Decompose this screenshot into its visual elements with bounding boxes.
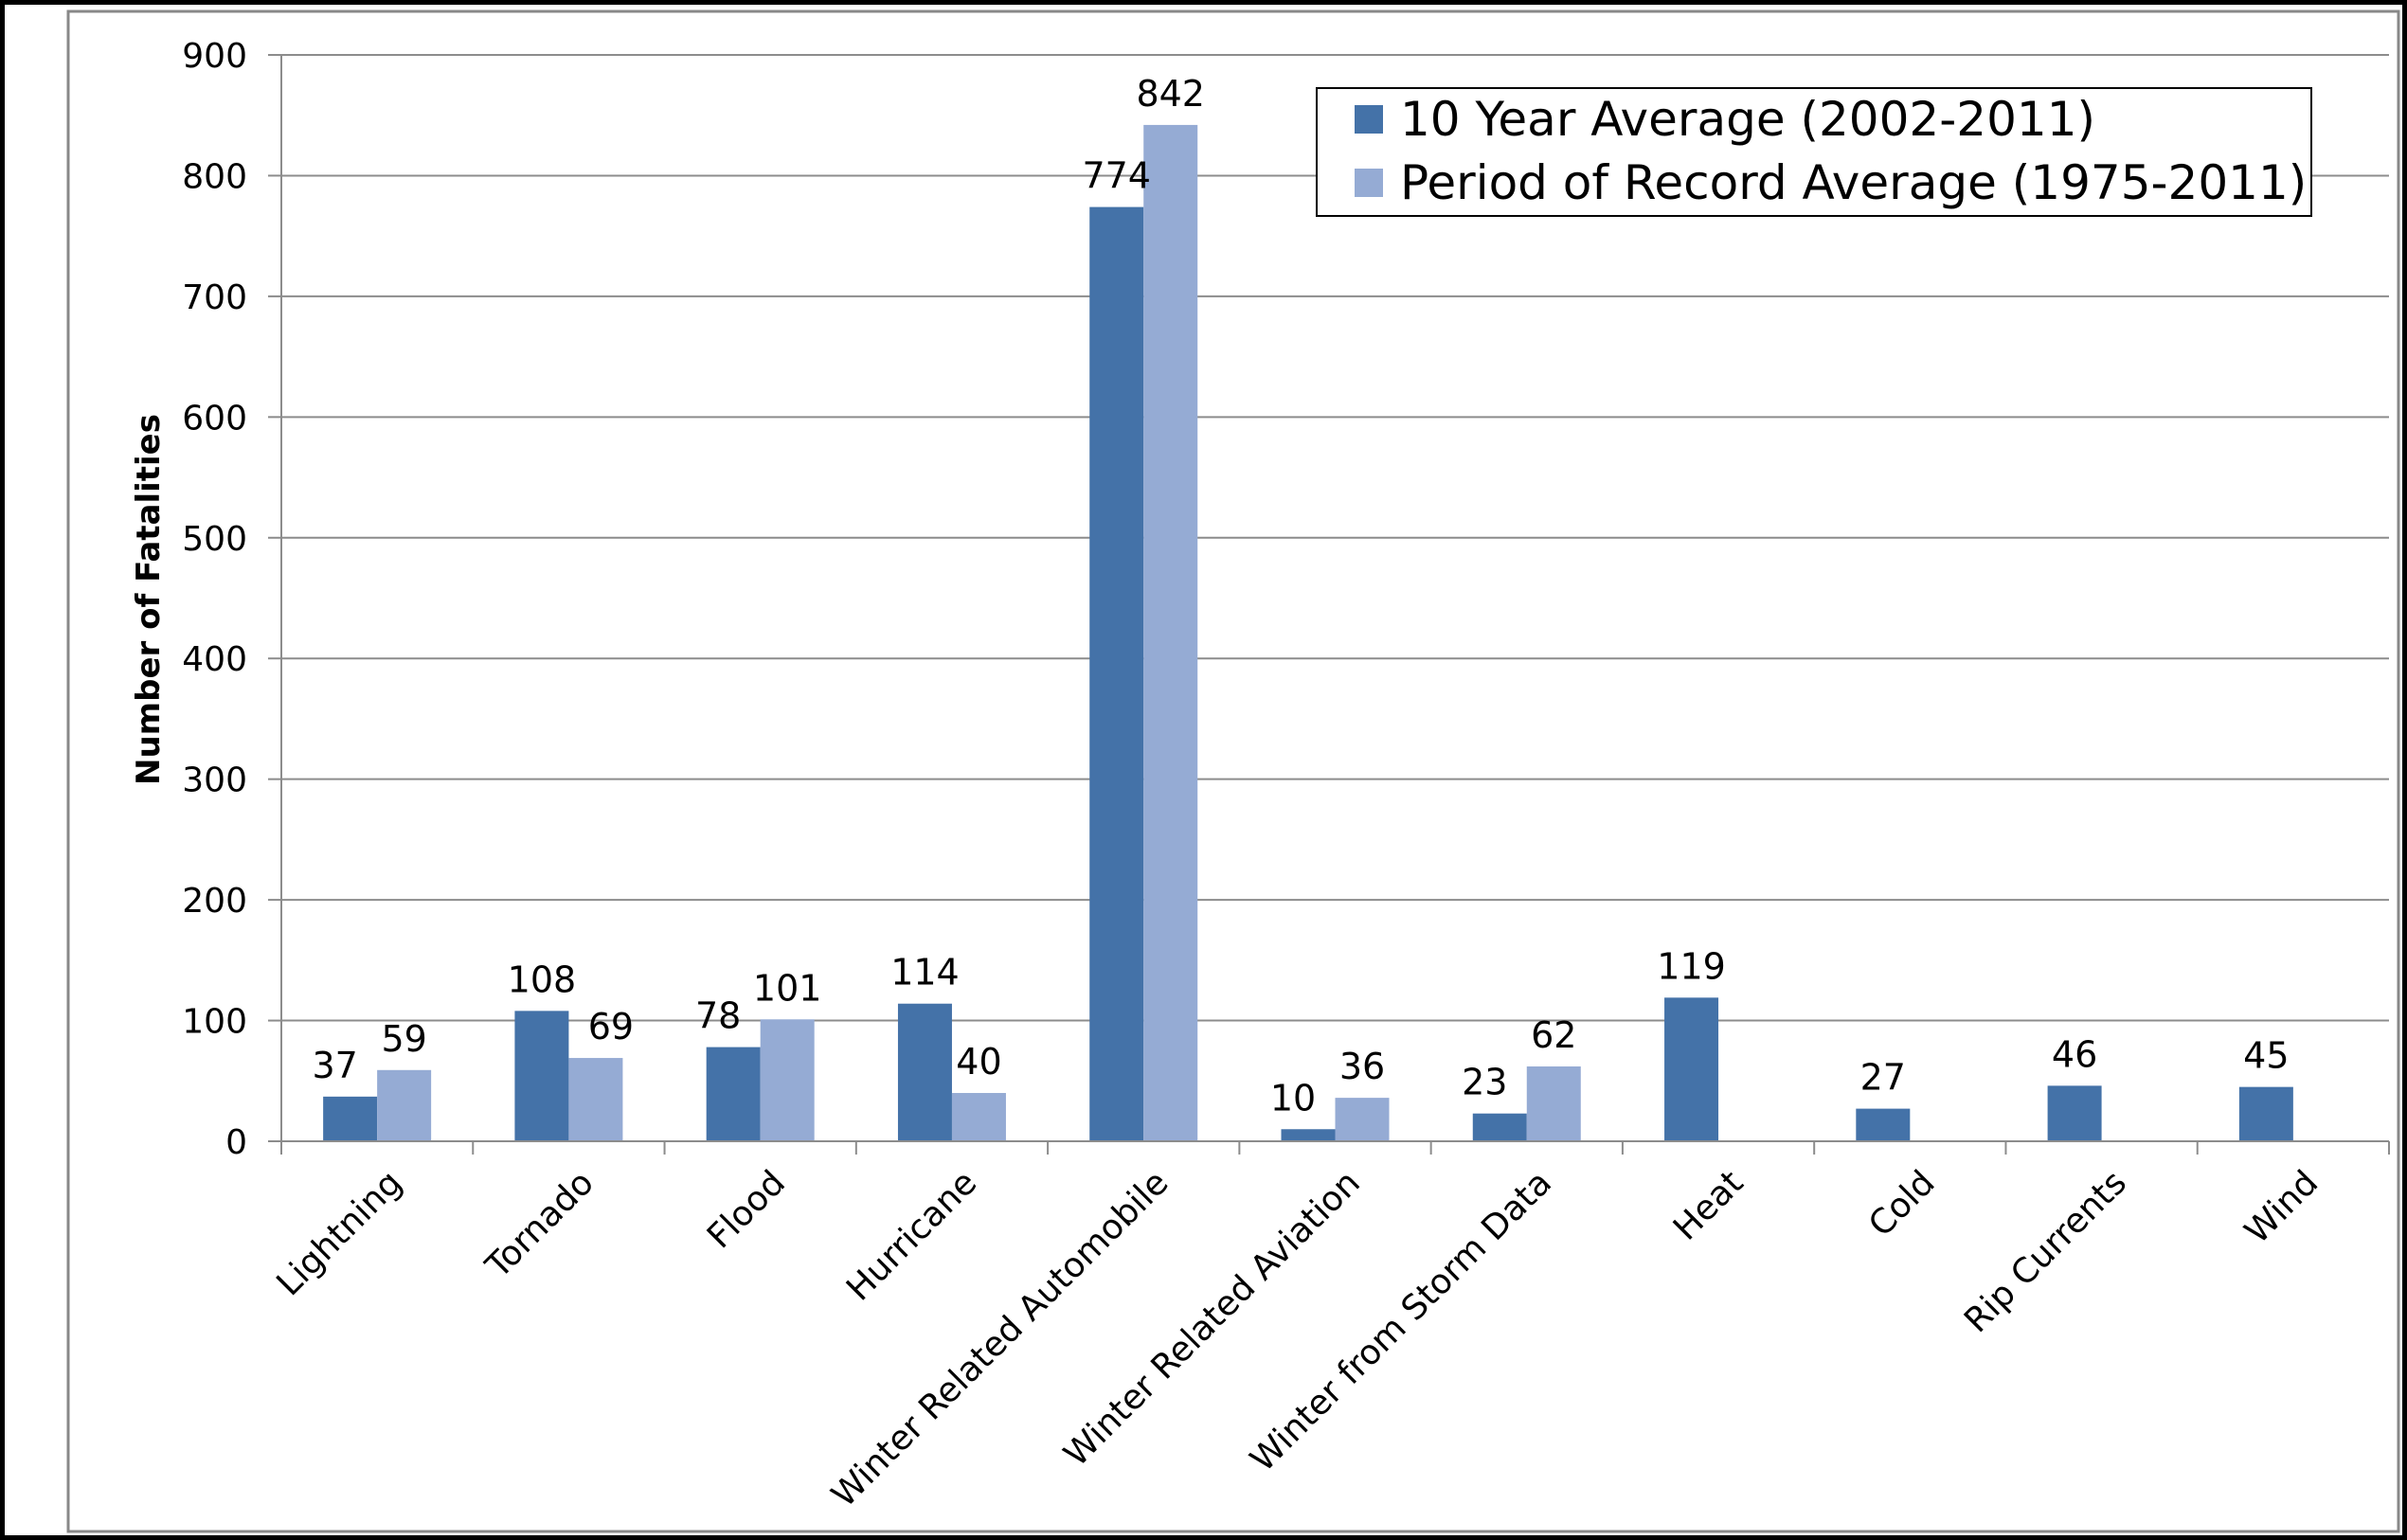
bar-series-1-1 [514, 1011, 569, 1141]
bar-series-1-8 [1856, 1108, 1911, 1141]
x-category-label-2: Flood [700, 1163, 793, 1256]
bar-series-1-4 [1089, 206, 1144, 1141]
y-tick-label-0: 0 [225, 1123, 247, 1162]
data-label-series-2-6: 62 [1531, 1014, 1576, 1056]
x-category-label-9: Rip Currents [1957, 1163, 2134, 1340]
y-axis-title: Number of Fatalities [130, 414, 168, 785]
legend-swatch-series-2 [1355, 169, 1383, 197]
data-label-series-1-5: 10 [1270, 1077, 1316, 1119]
bar-series-1-6 [1472, 1113, 1527, 1141]
data-label-series-1-0: 37 [312, 1045, 357, 1086]
data-label-series-2-3: 40 [956, 1041, 1001, 1083]
bar-series-1-10 [2238, 1086, 2293, 1141]
y-tick-label-600: 600 [182, 399, 247, 438]
data-label-series-2-0: 59 [381, 1018, 426, 1060]
y-tick-label-500: 500 [182, 520, 247, 559]
data-label-series-1-6: 23 [1462, 1062, 1507, 1103]
legend-box [1316, 87, 2312, 217]
bar-series-2-2 [760, 1019, 815, 1141]
x-category-label-3: Hurricane [839, 1163, 984, 1308]
bar-series-2-0 [377, 1069, 432, 1141]
legend-label-series-2: Period of Record Average (1975-2011) [1400, 155, 2307, 210]
data-label-series-1-4: 774 [1082, 155, 1151, 197]
data-label-series-2-5: 36 [1339, 1046, 1385, 1087]
data-label-series-1-7: 119 [1657, 945, 1726, 987]
data-label-series-2-4: 842 [1136, 73, 1205, 115]
legend-label-series-1: 10 Year Average (2002-2011) [1400, 92, 2095, 147]
chart-area-border [66, 9, 2400, 1533]
data-label-series-1-1: 108 [508, 958, 577, 1000]
x-category-label-10: Wind [2237, 1163, 2326, 1251]
bar-series-1-0 [323, 1096, 378, 1141]
data-label-series-1-8: 27 [1860, 1057, 1906, 1099]
data-label-series-2-1: 69 [588, 1006, 634, 1048]
bar-series-2-3 [951, 1093, 1006, 1141]
bar-series-1-3 [897, 1003, 952, 1141]
x-category-label-8: Cold [1861, 1163, 1943, 1245]
legend-swatch-series-1 [1355, 105, 1383, 134]
data-label-series-1-3: 114 [890, 952, 960, 994]
bar-series-2-4 [1143, 124, 1198, 1142]
bar-series-1-2 [706, 1047, 761, 1141]
x-category-label-6: Winter from Storm Data [1243, 1163, 1559, 1479]
y-tick-label-400: 400 [182, 640, 247, 679]
x-category-label-7: Heat [1666, 1163, 1751, 1247]
x-category-label-4: Winter Related Automobile [824, 1163, 1176, 1514]
x-category-label-0: Lightning [269, 1163, 409, 1303]
data-label-series-2-2: 101 [753, 967, 822, 1009]
data-label-series-1-10: 45 [2243, 1035, 2289, 1077]
x-category-label-1: Tornado [478, 1163, 602, 1286]
y-tick-label-100: 100 [182, 1003, 247, 1042]
y-tick-label-800: 800 [182, 157, 247, 196]
bar-series-1-9 [2047, 1085, 2102, 1141]
legend: 10 Year Average (2002-2011) Period of Re… [1316, 87, 2312, 217]
bar-series-2-6 [1526, 1065, 1581, 1141]
y-tick-label-900: 900 [182, 37, 247, 76]
data-labels: 37 108 78 114 774 10 23 119 27 46 45 59 69 101 40 842 36… [312, 73, 2289, 1119]
y-tick-label-200: 200 [182, 882, 247, 921]
bar-series-2-1 [568, 1058, 623, 1141]
bars [323, 124, 2293, 1142]
data-label-series-1-9: 46 [2052, 1033, 2097, 1075]
bar-series-2-5 [1335, 1098, 1390, 1141]
data-label-series-1-2: 78 [695, 995, 741, 1037]
bar-series-1-7 [1664, 997, 1719, 1141]
y-tick-label-300: 300 [182, 761, 247, 800]
axes: 0 100 200 300 400 500 600 700 800 900 Lightning Tor… [182, 37, 2390, 1515]
y-tick-label-700: 700 [182, 278, 247, 317]
bar-series-1-5 [1281, 1129, 1336, 1141]
